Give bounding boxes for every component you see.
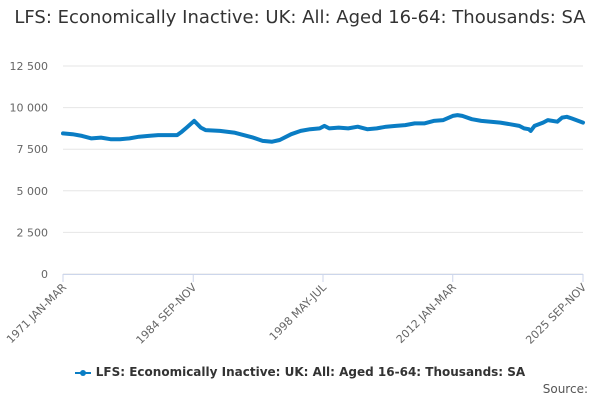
series-line [61,113,585,144]
source-label: Source: [542,382,588,396]
x-tick-label: 1971 JAN-MAR [4,281,69,346]
legend-swatch-icon [74,369,91,376]
legend-label: LFS: Economically Inactive: UK: All: Age… [95,365,526,379]
y-tick-label: 7 500 [17,143,49,156]
x-tick-label: 1998 MAY-JUL [267,280,330,343]
y-tick-label: 5 000 [17,185,49,198]
y-tick-label: 0 [41,268,48,281]
x-tick-label: 2012 JAN-MAR [394,281,459,346]
y-tick-label: 12 500 [10,60,49,73]
y-tick-label: 2 500 [17,226,49,239]
x-tick-label: 2025 SEP-NOV [523,281,589,347]
y-tick-label: 10 000 [10,102,49,115]
chart-title: LFS: Economically Inactive: UK: All: Age… [14,7,586,28]
x-tick-label: 1984 SEP-NOV [134,281,200,347]
legend[interactable]: LFS: Economically Inactive: UK: All: Age… [0,365,600,379]
